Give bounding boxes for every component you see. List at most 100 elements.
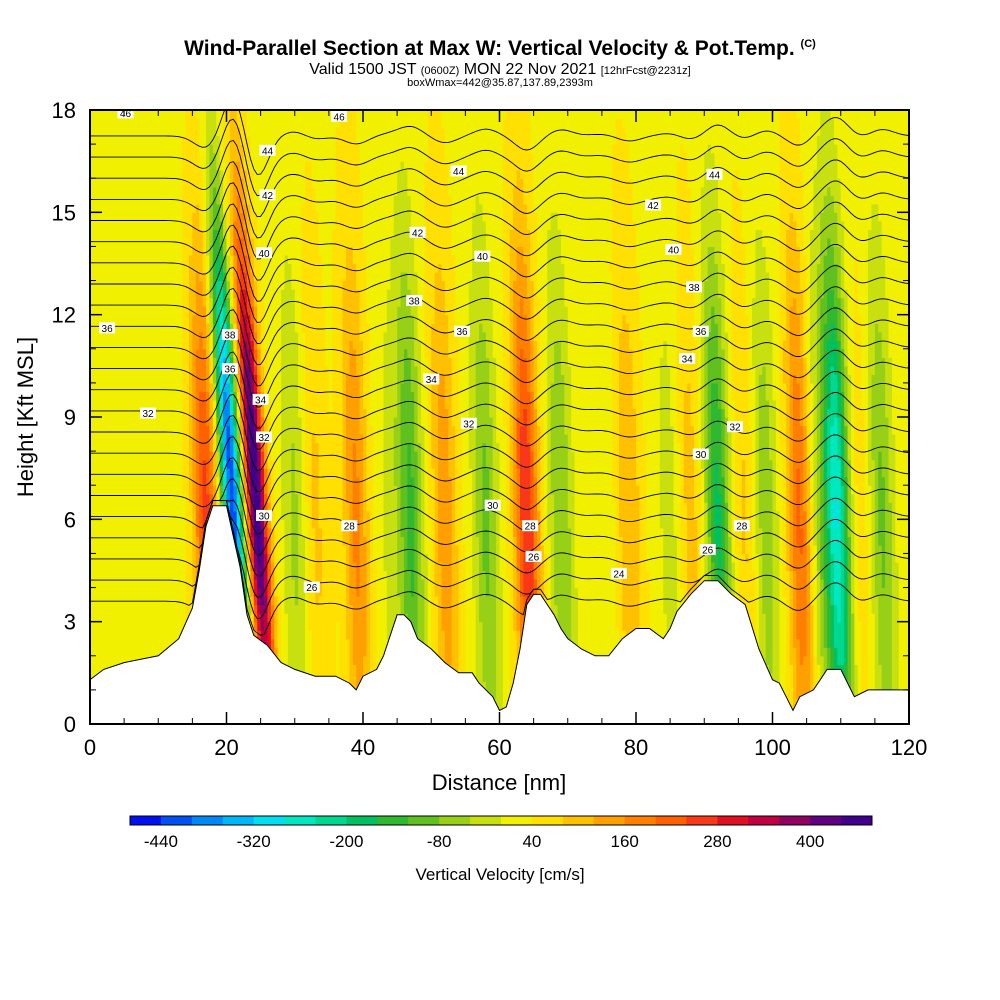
contour-label-bg bbox=[699, 544, 716, 555]
valid-time: Valid 1500 JST bbox=[309, 61, 417, 78]
colorbar-swatch bbox=[222, 816, 255, 825]
y-tick-label: 15 bbox=[52, 200, 76, 225]
contour-label-bg bbox=[525, 550, 542, 562]
contour-label: 42 bbox=[648, 201, 660, 212]
contour-label: 38 bbox=[409, 297, 421, 308]
contour-label: 36 bbox=[456, 327, 468, 338]
contour-label: 38 bbox=[688, 283, 700, 294]
colorbar-tick-label: -320 bbox=[237, 832, 271, 851]
theta-contour-line bbox=[90, 118, 909, 197]
contour-label-bg bbox=[733, 520, 750, 532]
colorbar-swatch bbox=[377, 816, 409, 825]
colorbar-swatch bbox=[470, 816, 502, 825]
colorbar: -440 -320 -200 -80 40 160 280 400 bbox=[129, 815, 873, 851]
contour-label: 26 bbox=[702, 546, 714, 557]
colorbar-swatch bbox=[686, 816, 718, 825]
terrain bbox=[90, 505, 909, 724]
colorbar-swatch bbox=[779, 816, 811, 825]
y-tick-label: 0 bbox=[64, 712, 76, 737]
contour-label: 40 bbox=[258, 249, 270, 260]
contour-label-bg bbox=[259, 144, 276, 156]
contour-label-bg bbox=[256, 247, 272, 259]
contour-label: 46 bbox=[334, 112, 346, 123]
colorbar-swatch bbox=[748, 816, 780, 825]
colorbar-swatch bbox=[655, 816, 687, 825]
theta-contour-line bbox=[90, 351, 909, 429]
colorbar-swatch bbox=[810, 816, 842, 825]
chart-subtitle: Valid 1500 JST (0600Z) MON 22 Nov 2021 [… bbox=[0, 61, 1000, 79]
valid-utc: (0600Z) bbox=[420, 65, 460, 77]
contour-label: 32 bbox=[142, 409, 154, 420]
colorbar-tick-label: -200 bbox=[329, 832, 363, 851]
contour-label-bg bbox=[221, 363, 238, 375]
contour-label: 36 bbox=[102, 324, 114, 335]
contour-label: 44 bbox=[262, 146, 274, 157]
colorbar-swatch bbox=[130, 816, 162, 825]
colorbar-swatch bbox=[284, 816, 316, 825]
contour-label-bg bbox=[406, 295, 423, 306]
colorbar-swatch bbox=[624, 816, 657, 825]
contour-label-bg bbox=[454, 325, 470, 337]
colorbar-swatch bbox=[315, 816, 347, 825]
contour-label-bg bbox=[341, 520, 358, 532]
contour-label-bg bbox=[256, 431, 272, 443]
contour-label: 44 bbox=[709, 170, 721, 181]
contour-label-bg bbox=[331, 110, 348, 122]
contour-label: 32 bbox=[258, 433, 270, 444]
theta-contour-line bbox=[90, 139, 909, 218]
contour-label-bg bbox=[679, 353, 696, 364]
contour-label-bg bbox=[450, 165, 467, 177]
theta-contour-line bbox=[90, 457, 909, 535]
x-tick-label: 20 bbox=[214, 735, 238, 760]
valid-date: MON 22 Nov 2021 bbox=[463, 61, 597, 78]
theta-contour-line bbox=[90, 182, 909, 260]
contour-label: 28 bbox=[344, 522, 356, 533]
contour-label: 30 bbox=[487, 501, 499, 512]
contour-label-bg bbox=[423, 373, 440, 385]
contour-label-bg bbox=[460, 417, 477, 429]
colorbar-swatch bbox=[841, 816, 873, 825]
colorbar-swatch bbox=[346, 816, 378, 825]
contour-label: 36 bbox=[695, 327, 707, 338]
colorbar-swatch bbox=[253, 816, 286, 825]
contour-label-bg bbox=[221, 329, 238, 341]
contour-labels: 46 46 44 44 44 42 42 42 40 40 40 38 38 36 36 36 38 36 34 34… bbox=[99, 110, 750, 594]
colorbar-tick-label: 40 bbox=[522, 832, 541, 851]
theta-contours bbox=[90, 110, 909, 636]
contour-label-bg bbox=[474, 250, 491, 262]
contour-label-bg bbox=[256, 509, 272, 521]
contour-label-bg bbox=[665, 243, 682, 255]
contour-label-bg bbox=[727, 421, 743, 433]
theta-contour-line bbox=[90, 309, 909, 387]
contour-label-bg bbox=[645, 199, 662, 211]
colorbar-frame bbox=[129, 815, 873, 826]
contour-label: 36 bbox=[224, 365, 236, 376]
theta-contour-line bbox=[90, 436, 909, 514]
chart-title: Wind-Parallel Section at Max W: Vertical… bbox=[0, 37, 1000, 61]
theta-contour-line bbox=[90, 499, 909, 577]
colorbar-swatch bbox=[408, 816, 440, 825]
y-axis-label: Height [Kft MSL] bbox=[13, 337, 38, 497]
colorbar-tick-label: 160 bbox=[611, 832, 639, 851]
contour-label-bg bbox=[117, 110, 134, 119]
forecast-info: [12hrFcst@2231z] bbox=[600, 65, 691, 77]
x-tick-label: 120 bbox=[891, 735, 928, 760]
contour-label: 34 bbox=[426, 375, 438, 386]
y-tick-label: 9 bbox=[64, 405, 76, 430]
contour-label-bg bbox=[303, 581, 320, 593]
contour-label: 40 bbox=[668, 245, 680, 256]
colorbar-swatch bbox=[717, 816, 749, 825]
contour-label: 26 bbox=[306, 583, 318, 594]
x-tick-label: 40 bbox=[351, 735, 375, 760]
contour-label-bg bbox=[409, 226, 426, 238]
colorbar-swatch bbox=[501, 816, 533, 825]
x-tick-label: 100 bbox=[754, 735, 791, 760]
contour-label: 32 bbox=[729, 423, 741, 434]
colorbar-tick-label: 400 bbox=[796, 832, 824, 851]
theta-contour-line bbox=[90, 161, 909, 239]
contour-label-bg bbox=[252, 393, 269, 405]
x-tick-label: 80 bbox=[624, 735, 648, 760]
contour-label: 28 bbox=[525, 522, 537, 533]
x-tick-label: 60 bbox=[487, 735, 511, 760]
